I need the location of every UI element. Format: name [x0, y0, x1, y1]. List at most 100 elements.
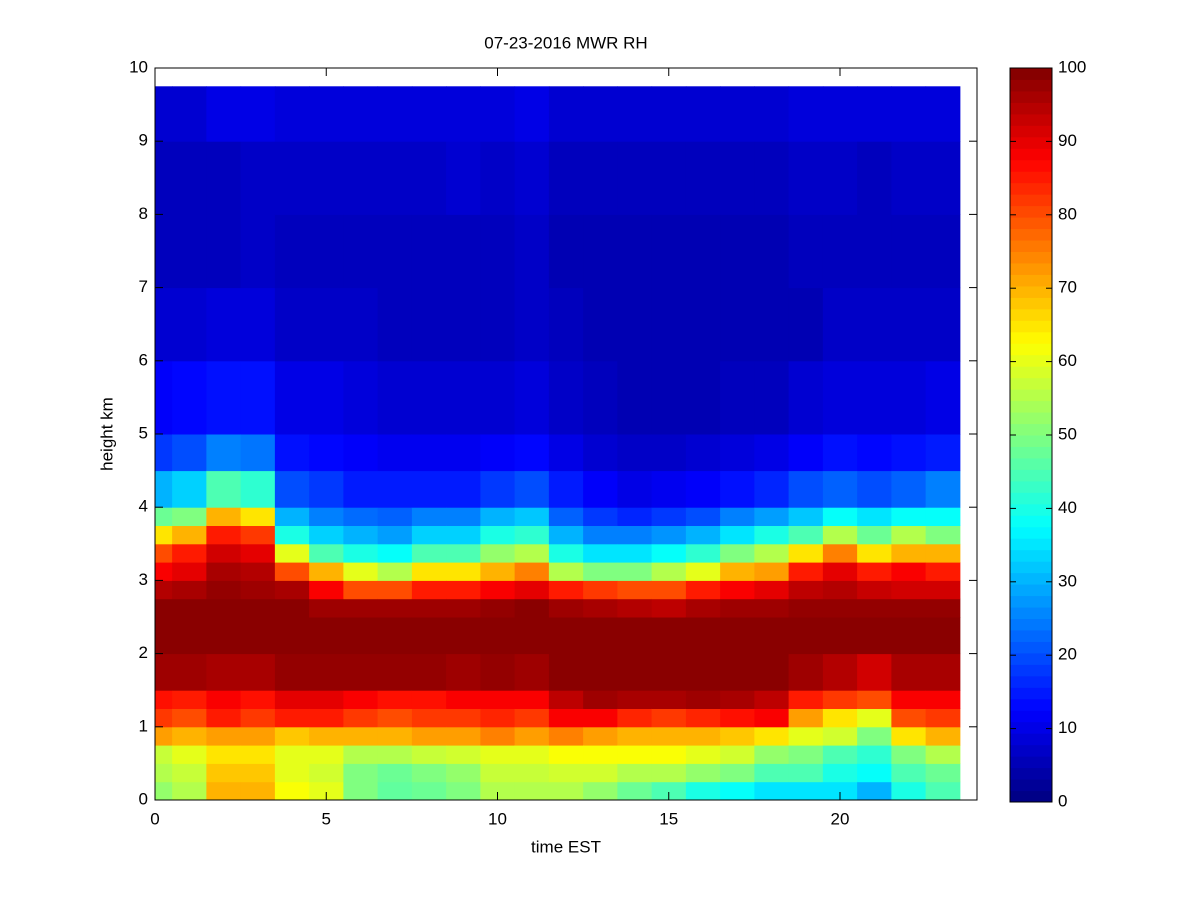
- cell: [155, 470, 173, 508]
- cell: [446, 287, 481, 362]
- cell: [155, 543, 173, 563]
- colorbar-swatch: [1010, 331, 1052, 344]
- cell: [155, 86, 173, 142]
- colorbar-swatch: [1010, 435, 1052, 447]
- colorbar-swatch: [1010, 744, 1052, 757]
- colorbar-swatch: [1010, 503, 1052, 516]
- cell: [857, 287, 892, 362]
- cell: [822, 141, 858, 215]
- cell: [651, 690, 687, 709]
- cell: [309, 360, 344, 435]
- cell: [754, 525, 790, 545]
- colorbar-swatch: [1010, 217, 1052, 230]
- cell: [446, 598, 481, 618]
- colorbar-swatch: [1010, 79, 1052, 92]
- cell: [548, 763, 584, 783]
- cell: [377, 708, 413, 728]
- x-tick-label: 15: [659, 809, 678, 828]
- cell: [172, 562, 207, 581]
- cell: [343, 653, 379, 691]
- cell: [309, 617, 344, 655]
- cell: [480, 562, 516, 581]
- cell: [274, 781, 310, 801]
- cell: [240, 726, 276, 746]
- cell: [206, 617, 242, 655]
- cell: [754, 562, 790, 581]
- cell: [891, 781, 927, 801]
- cell: [720, 580, 755, 600]
- cell: [377, 745, 413, 764]
- cell: [480, 580, 516, 600]
- cell: [548, 745, 584, 764]
- cell: [480, 763, 516, 783]
- cell: [583, 360, 618, 435]
- colorbar-swatch: [1010, 240, 1052, 252]
- cell: [583, 653, 618, 691]
- cell: [172, 598, 207, 618]
- cell: [651, 507, 687, 526]
- cell: [788, 580, 824, 600]
- colorbar-swatch: [1010, 148, 1052, 161]
- cell: [411, 653, 447, 691]
- cell: [651, 726, 687, 746]
- cell: [617, 781, 653, 801]
- cell: [240, 745, 276, 764]
- cell: [172, 653, 207, 691]
- cell: [857, 580, 892, 600]
- y-axis-label: height km: [97, 397, 116, 471]
- cell: [891, 543, 927, 563]
- cell: [617, 434, 653, 472]
- cell: [754, 214, 790, 289]
- cell: [411, 726, 447, 746]
- cell: [651, 543, 687, 563]
- cell: [548, 214, 584, 289]
- cell: [514, 434, 550, 472]
- cell: [446, 726, 481, 746]
- cell: [583, 287, 618, 362]
- cell: [548, 598, 584, 618]
- colorbar-swatch: [1010, 698, 1052, 711]
- cell: [274, 562, 310, 581]
- cell: [480, 745, 516, 764]
- cell: [343, 781, 379, 801]
- cell: [514, 562, 550, 581]
- cell: [240, 617, 276, 655]
- cell: [617, 653, 653, 691]
- cell: [377, 781, 413, 801]
- colorbar-swatch: [1010, 354, 1052, 367]
- cell: [754, 580, 790, 600]
- cell: [343, 470, 379, 508]
- colorbar-tick-label: 0: [1058, 791, 1067, 810]
- colorbar-tick-label: 30: [1058, 571, 1077, 590]
- cell: [446, 470, 481, 508]
- cell: [309, 598, 344, 618]
- cell: [548, 781, 584, 801]
- cell: [720, 141, 755, 215]
- cell: [274, 507, 310, 526]
- x-tick-label: 5: [322, 809, 331, 828]
- cell: [514, 141, 550, 215]
- cell: [377, 653, 413, 691]
- cell: [343, 763, 379, 783]
- cell: [617, 763, 653, 783]
- cell: [685, 543, 721, 563]
- cell: [583, 781, 618, 801]
- cell: [617, 598, 653, 618]
- cell: [377, 543, 413, 563]
- cell: [343, 214, 379, 289]
- y-tick-label: 4: [139, 497, 148, 516]
- cell: [514, 86, 550, 142]
- cell: [617, 507, 653, 526]
- colorbar-swatch: [1010, 412, 1052, 425]
- cell: [514, 580, 550, 600]
- cell: [206, 562, 242, 581]
- colorbar-tick-label: 60: [1058, 351, 1077, 370]
- colorbar-swatch: [1010, 538, 1052, 551]
- cell: [411, 781, 447, 801]
- cell: [274, 434, 310, 472]
- cell: [857, 543, 892, 563]
- colorbar-swatch: [1010, 526, 1052, 539]
- cell: [720, 763, 755, 783]
- cell: [446, 653, 481, 691]
- cell: [857, 562, 892, 581]
